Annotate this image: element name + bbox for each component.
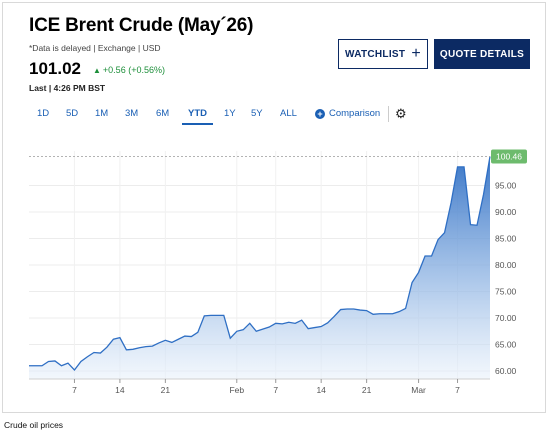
price-change: ▲ +0.56 (+0.56%) xyxy=(93,65,165,75)
comparison-label: Comparison xyxy=(329,108,381,119)
tab-ytd[interactable]: YTD xyxy=(182,105,213,125)
y-tick-label: 60.00 xyxy=(495,366,517,376)
y-tick-label: 85.00 xyxy=(495,233,517,243)
y-tick-label: 70.00 xyxy=(495,313,517,323)
price-line xyxy=(29,156,491,371)
x-tick-label: Feb xyxy=(229,385,244,395)
tab-1y[interactable]: 1Y xyxy=(224,108,236,119)
x-tick-label: Mar xyxy=(411,385,426,395)
last-price-flag-bg xyxy=(491,149,527,164)
last-price: 101.02 xyxy=(29,59,81,78)
tab-3m[interactable]: 3M xyxy=(125,108,139,119)
x-tick-label: 14 xyxy=(115,385,125,395)
tab-1d[interactable]: 1D xyxy=(37,108,50,119)
y-tick-label: 90.00 xyxy=(495,207,517,217)
x-tick-label: 7 xyxy=(72,385,77,395)
plus-icon: + xyxy=(411,45,421,62)
y-tick-label: 95.00 xyxy=(495,180,517,190)
last-price-flag-label: 100.46 xyxy=(496,152,522,162)
watchlist-button[interactable]: WATCHLIST + xyxy=(338,39,428,69)
toolbar-divider xyxy=(388,106,389,122)
tab-5y[interactable]: 5Y xyxy=(251,108,263,119)
tab-6m[interactable]: 6M xyxy=(156,108,170,119)
last-price-flag: 100.46 xyxy=(491,149,527,164)
x-tick-label: 7 xyxy=(455,385,460,395)
quote-panel: ICE Brent Crude (May´26) *Data is delaye… xyxy=(2,2,546,413)
price-area xyxy=(29,156,490,379)
tab-1m[interactable]: 1M xyxy=(95,108,109,119)
price-change-value: +0.56 (+0.56%) xyxy=(102,65,165,75)
up-arrow-icon: ▲ xyxy=(93,66,101,75)
gear-icon[interactable]: ⚙ xyxy=(395,106,407,121)
x-tick-label: 7 xyxy=(273,385,278,395)
quote-details-button[interactable]: QUOTE DETAILS xyxy=(434,39,530,69)
y-axis: 60.00 65.00 70.00 75.00 80.00 85.00 90.00 95.00 xyxy=(495,180,517,376)
watchlist-button-label: WATCHLIST xyxy=(345,48,406,60)
tab-5d[interactable]: 5D xyxy=(66,108,79,119)
last-trade-time: Last | 4:26 PM BST xyxy=(29,83,106,93)
data-delay-note: *Data is delayed | Exchange | USD xyxy=(29,43,161,53)
y-tick-label: 65.00 xyxy=(495,340,517,350)
x-tick-label: 21 xyxy=(161,385,171,395)
x-tick-label: 21 xyxy=(362,385,372,395)
plus-circle-icon: + xyxy=(315,109,325,119)
price-chart[interactable]: 60.00 65.00 70.00 75.00 80.00 85.00 90.00 95.00… xyxy=(3,141,547,403)
tab-all[interactable]: ALL xyxy=(280,108,297,119)
comparison-button[interactable]: + Comparison xyxy=(315,105,380,123)
x-axis: 7 14 21 Feb 7 14 21 Mar 7 xyxy=(29,378,490,395)
image-caption: Crude oil prices xyxy=(4,420,64,430)
x-tick-label: 14 xyxy=(316,385,326,395)
page-title: ICE Brent Crude (May´26) xyxy=(29,15,254,36)
y-tick-label: 75.00 xyxy=(495,287,517,297)
y-tick-label: 80.00 xyxy=(495,260,517,270)
